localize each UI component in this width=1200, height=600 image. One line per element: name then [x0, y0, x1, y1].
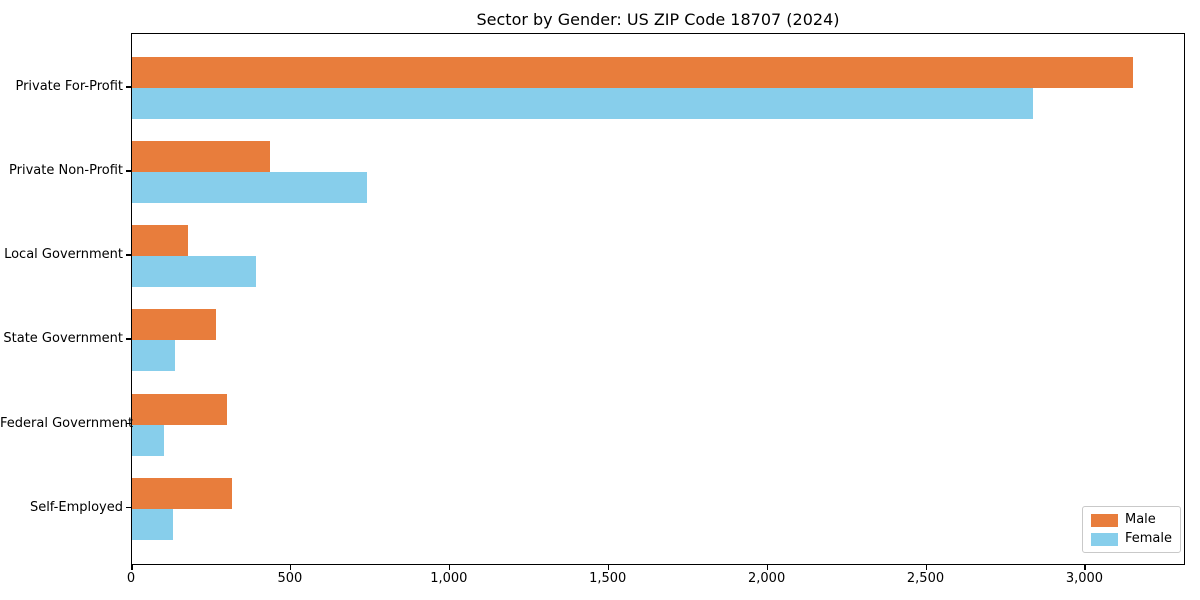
x-tick-mark [131, 565, 133, 570]
x-tick-mark [925, 565, 928, 570]
x-tick-mark [289, 565, 292, 570]
bar-female-local-government [132, 256, 256, 288]
y-tick-label-state-government: State Government [3, 331, 123, 347]
bar-female-state-government [132, 340, 175, 372]
x-tick-mark [1084, 565, 1086, 570]
bar-female-private-non-profit [132, 172, 367, 204]
legend-items: Male Female [1090, 512, 1172, 546]
y-tick-mark [126, 254, 131, 256]
bar-male-self-employed [132, 477, 232, 509]
x-tick-label-2000: 2,000 [748, 571, 786, 586]
x-tick-mark [766, 565, 769, 570]
bar-female-private-for-profit [132, 88, 1033, 119]
x-tick-label-500: 500 [277, 571, 303, 586]
y-tick-mark [126, 506, 131, 509]
x-tick-label-0: 0 [126, 571, 136, 586]
x-tick-label-1500: 1,500 [589, 571, 627, 586]
x-tick-mark [607, 565, 610, 570]
y-tick-label-private-for-profit: Private For-Profit [15, 79, 123, 94]
legend-item-male: Male [1090, 512, 1172, 527]
y-tick-label-private-non-profit: Private Non-Profit [9, 163, 123, 179]
bar-male-federal-government [132, 393, 227, 425]
y-tick-mark [126, 422, 131, 425]
x-tick-label-1000: 1,000 [430, 571, 468, 586]
y-tick-mark [126, 338, 131, 340]
y-tick-mark [126, 86, 131, 88]
y-tick-mark [126, 170, 131, 172]
legend: Male Female [1081, 506, 1181, 553]
legend-label-female: Female [1124, 531, 1172, 546]
legend-label-male: Male [1124, 512, 1156, 527]
legend-swatch-male [1090, 513, 1118, 527]
legend-item-female: Female [1090, 531, 1172, 546]
y-tick-label-local-government: Local Government [4, 247, 123, 263]
bar-male-state-government [132, 309, 216, 341]
y-tick-label-federal-government: Federal Government [0, 415, 134, 431]
x-tick-mark [448, 565, 451, 570]
y-tick-label-self-employed: Self-Employed [29, 499, 123, 515]
bar-male-private-for-profit [132, 57, 1133, 88]
legend-swatch-female [1090, 532, 1118, 546]
bar-male-private-non-profit [132, 141, 270, 173]
plot-area: Male Female [131, 33, 1185, 565]
x-tick-label-3000: 3,000 [1065, 571, 1104, 586]
chart-title: Sector by Gender: US ZIP Code 18707 (202… [476, 10, 840, 29]
bar-female-self-employed [132, 508, 173, 540]
x-tick-label-2500: 2,500 [906, 571, 945, 586]
bar-male-local-government [132, 225, 188, 257]
bar-female-federal-government [132, 424, 164, 456]
